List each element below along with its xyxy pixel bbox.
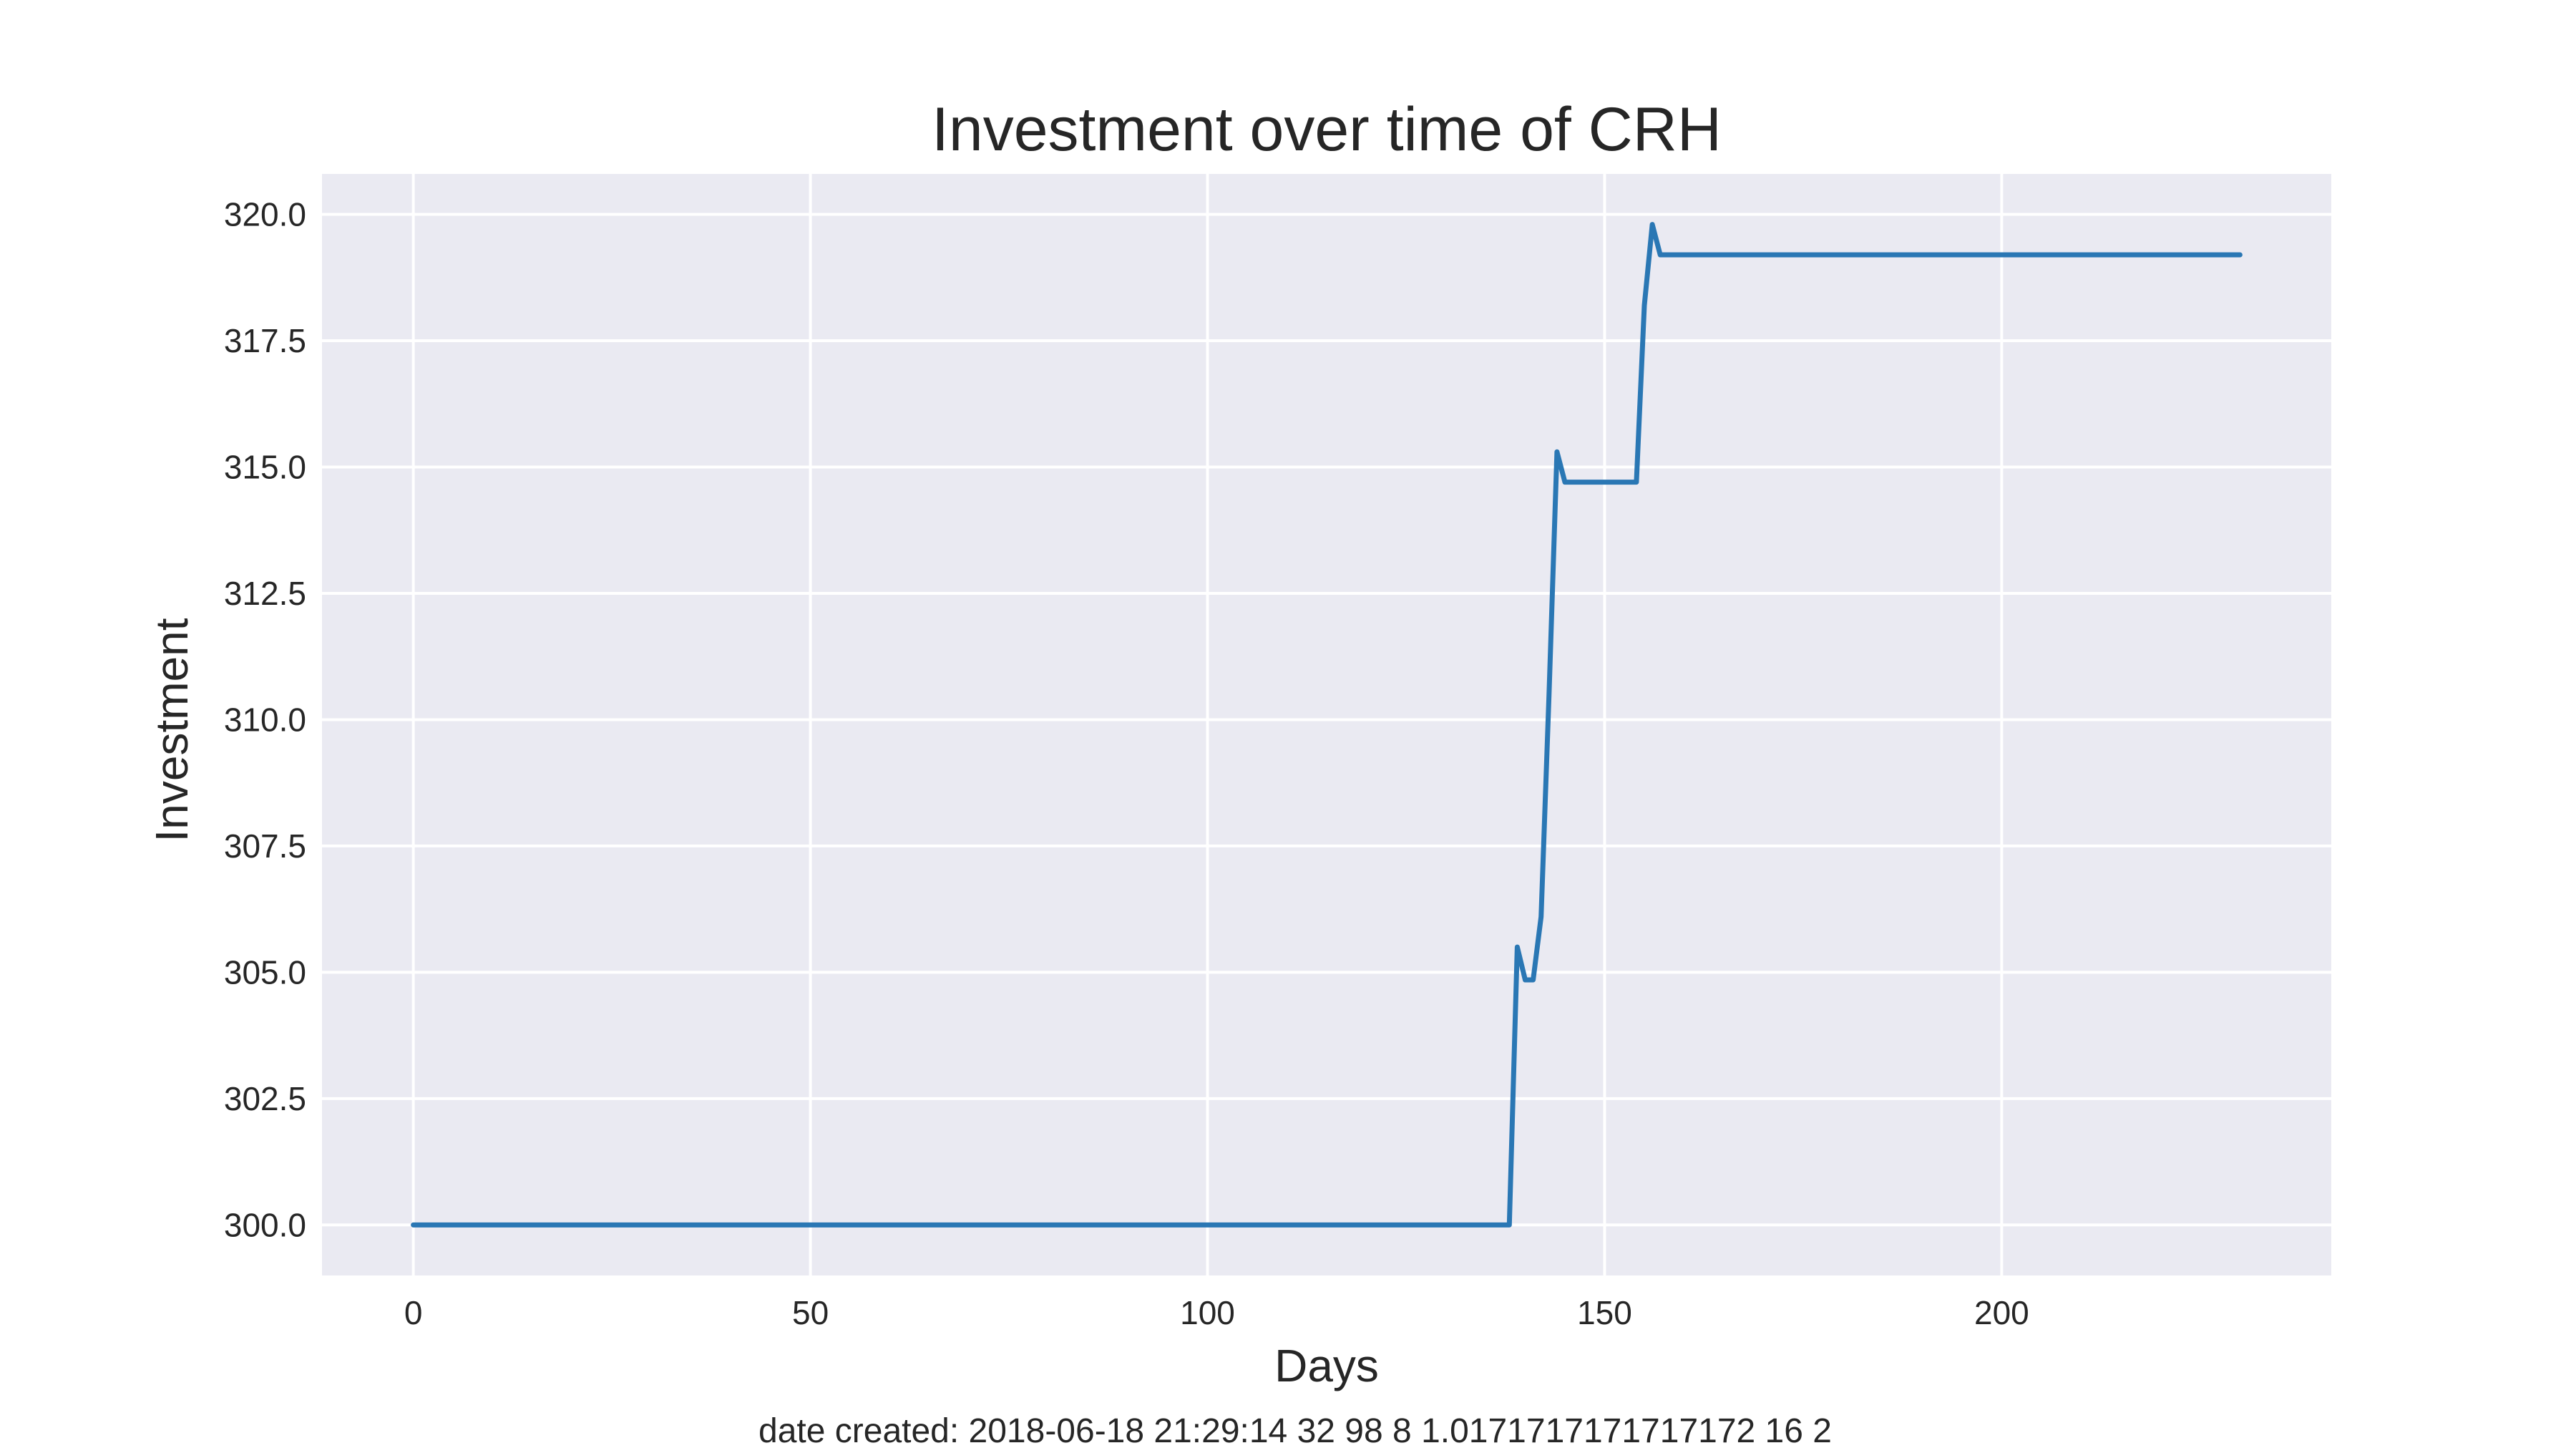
x-tick-label: 200 (1974, 1294, 2029, 1331)
chart-title: Investment over time of CRH (932, 95, 1722, 164)
y-tick-label: 302.5 (224, 1080, 306, 1117)
y-axis-title: Investment (146, 618, 197, 842)
y-tick-label: 317.5 (224, 322, 306, 359)
y-tick-label: 310.0 (224, 701, 306, 738)
x-axis-title: Days (1274, 1340, 1379, 1391)
y-tick-label: 312.5 (224, 575, 306, 612)
x-tick-labels: 0 50 100 150 200 (404, 1294, 2029, 1331)
investment-series-line (411, 222, 2243, 1228)
plot-area-background (322, 174, 2331, 1275)
x-tick-label: 100 (1180, 1294, 1235, 1331)
date-created-note: date created: 2018-06-18 21:29:14 32 98 … (758, 1412, 1832, 1449)
y-tick-label: 320.0 (224, 195, 306, 233)
series-layer (411, 222, 2243, 1228)
y-tick-label: 307.5 (224, 827, 306, 865)
x-tick-label: 150 (1577, 1294, 1632, 1331)
y-tick-label: 300.0 (224, 1206, 306, 1243)
y-tick-label: 305.0 (224, 953, 306, 991)
y-tick-labels: 300.0 302.5 305.0 307.5 310.0 312.5 315.0 317.5… (224, 195, 306, 1243)
y-tick-label: 315.0 (224, 448, 306, 485)
x-tick-label: 0 (404, 1294, 423, 1331)
x-tick-label: 50 (792, 1294, 829, 1331)
